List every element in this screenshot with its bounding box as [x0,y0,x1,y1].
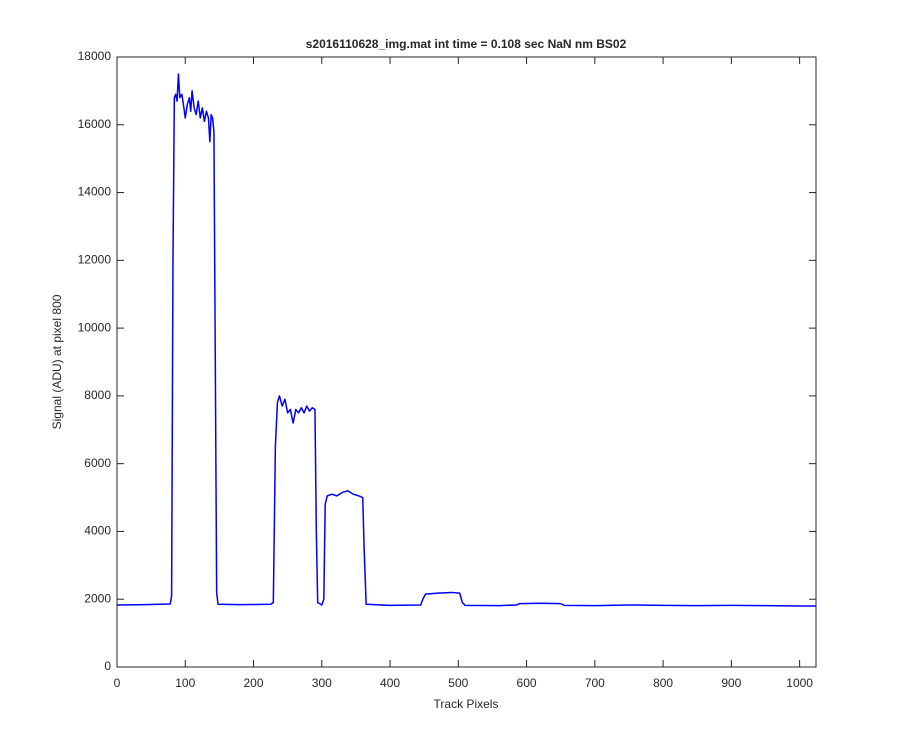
y-tick-label: 14000 [78,185,112,199]
y-tick-label: 12000 [78,253,112,267]
y-tick-label: 4000 [84,524,111,538]
x-tick-label: 0 [114,676,121,690]
y-tick-label: 0 [104,659,111,673]
y-tick-label: 16000 [78,117,112,131]
x-tick-label: 500 [448,676,468,690]
x-tick-label: 300 [312,676,332,690]
x-tick-label: 700 [585,676,605,690]
y-tick-label: 6000 [84,456,111,470]
x-axis-label: Track Pixels [434,697,499,711]
x-tick-label: 200 [244,676,264,690]
x-tick-label: 800 [653,676,673,690]
x-tick-label: 100 [175,676,195,690]
x-tick-label: 400 [380,676,400,690]
data-line [116,73,816,607]
y-tick-label: 8000 [84,388,111,402]
y-axis-label: Signal (ADU) at pixel 800 [50,294,64,429]
x-tick-label: 1000 [786,676,813,690]
y-tick-label: 2000 [84,591,111,605]
plot-box [116,56,817,668]
y-tick-label: 18000 [78,49,112,63]
x-tick-label: 900 [721,676,741,690]
chart-title: s2016110628_img.mat int time = 0.108 sec… [306,37,627,51]
x-tick-label: 600 [517,676,537,690]
y-tick-label: 10000 [78,320,112,334]
